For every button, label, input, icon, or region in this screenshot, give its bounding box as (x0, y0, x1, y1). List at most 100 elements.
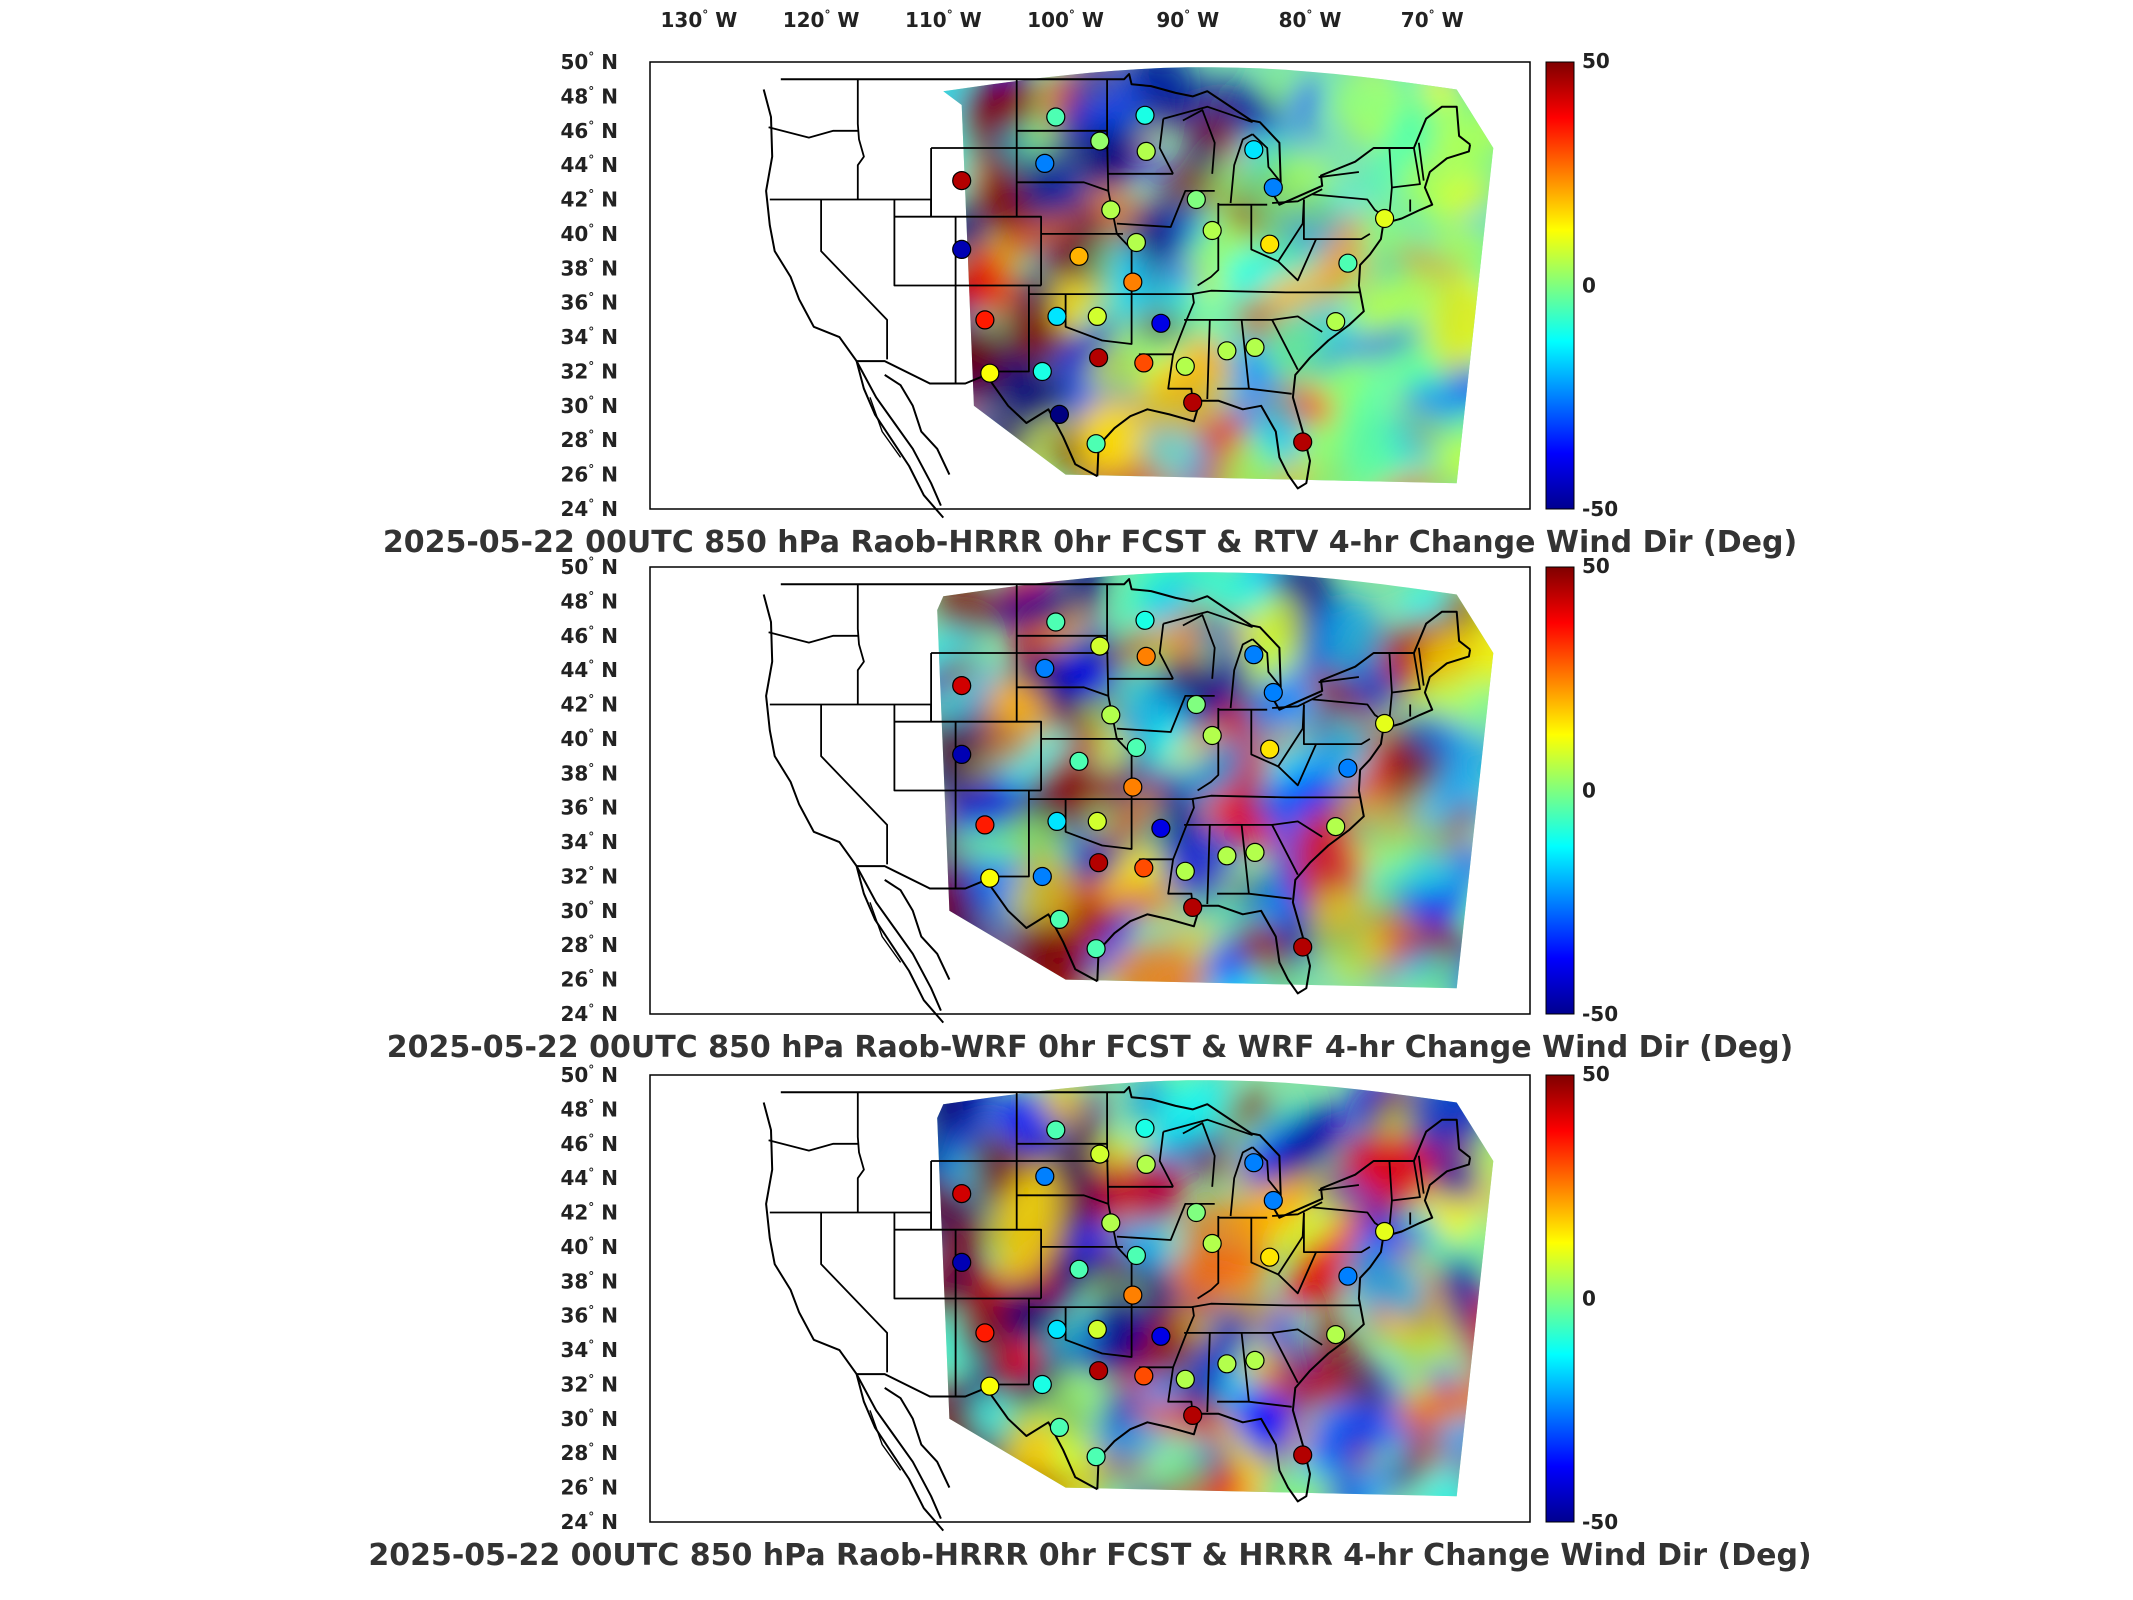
raob-station-marker (1374, 1221, 1395, 1242)
lat-tick-label: 26° N (560, 1476, 618, 1500)
lat-tick-label: 48° N (560, 1097, 618, 1121)
raob-station-marker (1244, 140, 1264, 160)
raob-station-marker (1374, 208, 1395, 229)
raob-station-marker (1047, 1319, 1067, 1340)
raob-station-marker (1126, 232, 1147, 253)
raob-station-marker (1326, 1324, 1346, 1345)
lat-tick-label: 40° N (560, 222, 618, 246)
lat-tick-label: 30° N (560, 899, 618, 923)
raob-station-marker (1151, 313, 1171, 333)
lat-tick-label: 36° N (560, 1304, 618, 1328)
colorbar (1545, 1074, 1575, 1523)
raob-station-marker (1134, 858, 1154, 878)
lat-tick-label: 30° N (560, 394, 618, 418)
lat-tick-label: 36° N (560, 796, 618, 820)
lon-tick-label: 130° W (660, 8, 737, 32)
raob-station-marker (1151, 818, 1171, 838)
lat-tick-label: 46° N (560, 624, 618, 648)
map-frame (649, 1074, 1531, 1523)
raob-station-marker (1035, 1166, 1055, 1187)
raob-station-marker (952, 1183, 972, 1204)
lat-tick-label: 24° N (560, 1510, 618, 1534)
lat-tick-label: 44° N (560, 658, 618, 682)
raob-station-marker (952, 1252, 972, 1273)
raob-station-marker (1183, 392, 1203, 412)
map-panel: 50° N 48° N 46° N 44° N 42° N 40° N 38° N 36° N… (387, 554, 1794, 1065)
raob-station-marker (1186, 1202, 1206, 1223)
lat-tick-label: 28° N (560, 428, 618, 452)
raob-station-marker (1086, 939, 1106, 959)
panel-title: 2025-05-22 00UTC 850 hPa Raob-HRRR 0hr F… (383, 525, 1797, 560)
raob-station-marker (1338, 1266, 1358, 1286)
raob-station-marker (1123, 777, 1143, 797)
raob-station-marker (1087, 306, 1107, 326)
lon-tick-label: 70° W (1401, 8, 1464, 32)
raob-station-marker (1260, 739, 1280, 759)
raob-station-marker (1101, 705, 1121, 725)
raob-station-marker (1338, 758, 1358, 778)
raob-station-marker (1175, 861, 1195, 881)
raob-station-marker (1086, 434, 1106, 454)
raob-station-marker (1326, 816, 1346, 837)
lat-tick-label: 44° N (560, 153, 618, 177)
raob-station-marker (1035, 658, 1055, 679)
raob-station-marker (1090, 1144, 1110, 1164)
lat-tick-label: 38° N (560, 1269, 618, 1293)
raob-station-marker (1046, 612, 1066, 632)
raob-station-marker (1087, 811, 1107, 832)
raob-station-marker (1069, 246, 1089, 266)
raob-station-marker (1046, 107, 1066, 127)
lat-tick-label: 40° N (560, 1235, 618, 1259)
raob-station-marker (1087, 1319, 1107, 1340)
lat-tick-label: 32° N (560, 864, 618, 888)
map-boundaries (762, 1086, 1472, 1532)
lat-tick-label: 26° N (560, 463, 618, 487)
raob-station-marker (1049, 404, 1070, 424)
lat-tick-label: 28° N (560, 933, 618, 957)
raob-station-marker (1245, 842, 1265, 863)
raob-station-marker (1151, 1326, 1171, 1346)
map-panel: 50° N 48° N 46° N 44° N 42° N 40° N 38° N 36° N… (368, 1062, 1811, 1573)
raob-station-marker (1135, 610, 1155, 630)
raob-station-marker (1202, 220, 1222, 241)
raob-station-marker (975, 815, 995, 835)
map-panels: 50° N 48° N 46° N 44° N 42° N 40° N 38° N 36° N… (368, 49, 1811, 1573)
lon-tick-label: 100° W (1027, 8, 1104, 32)
raob-station-marker (1183, 897, 1203, 918)
colorbar-min-label: -50 (1582, 497, 1618, 521)
lon-tick-label: 90° W (1156, 8, 1219, 32)
raob-station-marker (1260, 1247, 1280, 1267)
raob-station-marker (1263, 682, 1283, 703)
raob-station-marker (1244, 645, 1264, 665)
raob-station-marker (1217, 341, 1237, 361)
map-panel: 50° N 48° N 46° N 44° N 42° N 40° N 38° N 36° N… (383, 49, 1797, 560)
raob-station-marker (1245, 1350, 1265, 1371)
raob-station-marker (1123, 1285, 1143, 1305)
map-frame (649, 566, 1531, 1015)
lat-tick-label: 48° N (560, 84, 618, 108)
lat-tick-label: 48° N (560, 589, 618, 613)
raob-station-marker (952, 675, 972, 696)
raob-station-marker (1245, 337, 1265, 357)
raob-station-marker (952, 239, 972, 259)
raob-station-marker (975, 310, 995, 330)
raob-station-marker (1326, 312, 1346, 332)
raob-station-marker (1123, 272, 1143, 292)
colorbar-min-label: -50 (1582, 1002, 1618, 1026)
raob-station-marker (1263, 1190, 1283, 1211)
colorbar-max-label: 50 (1582, 554, 1610, 578)
lat-tick-label: 38° N (560, 761, 618, 785)
lat-tick-label: 34° N (560, 1338, 618, 1362)
lat-tick-label: 46° N (560, 119, 618, 143)
raob-station-marker (1086, 1447, 1106, 1467)
raob-station-marker (1101, 200, 1121, 220)
raob-station-marker (1047, 306, 1067, 326)
lon-tick-label: 120° W (783, 8, 860, 32)
longitude-axis-top: 130° W 120° W 110° W 100° W 90° W 80° W 70° W (660, 8, 1463, 32)
raob-station-marker (1135, 105, 1155, 125)
colorbar-max-label: 50 (1582, 49, 1610, 73)
panel-title: 2025-05-22 00UTC 850 hPa Raob-HRRR 0hr F… (368, 1538, 1811, 1573)
wind-direction-change-field (943, 67, 1494, 484)
lat-tick-label: 42° N (560, 188, 618, 212)
